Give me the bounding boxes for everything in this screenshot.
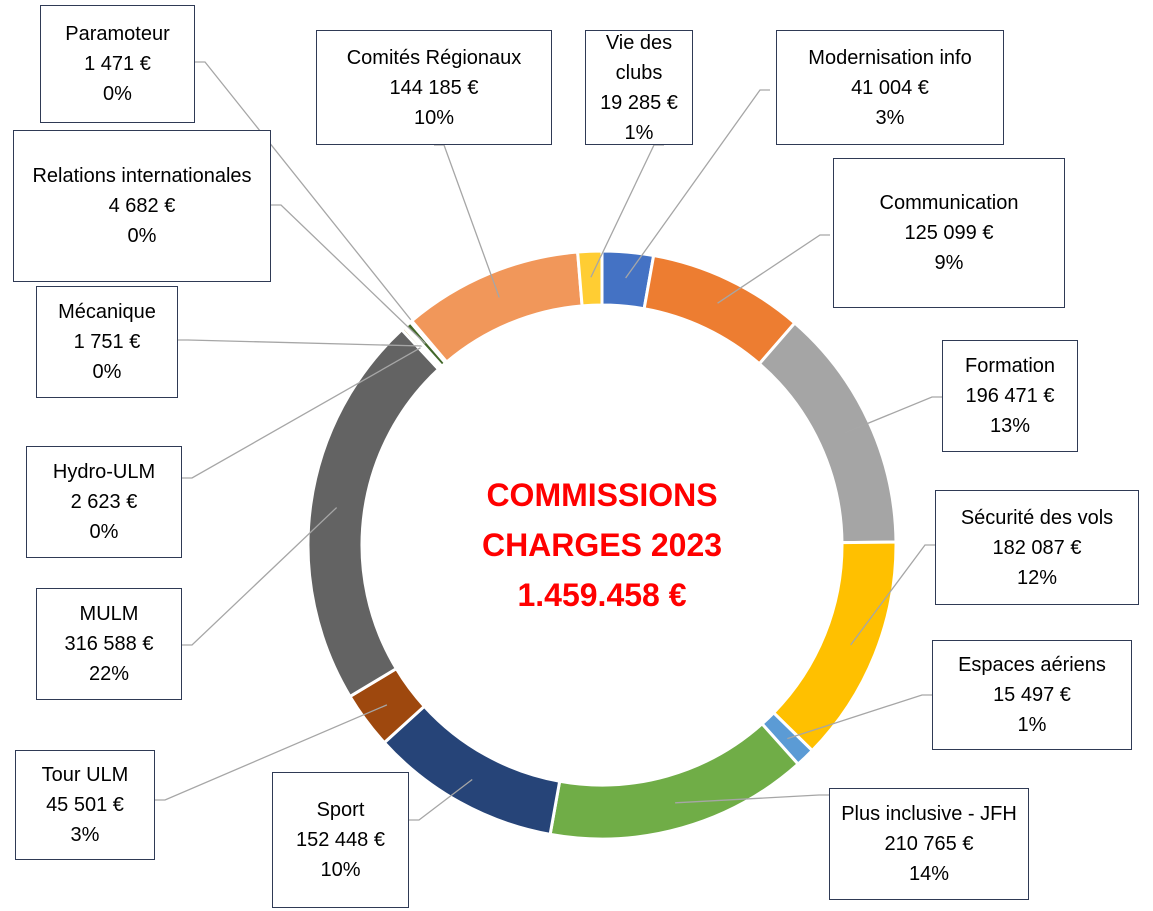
value-label: 210 765 €	[884, 833, 974, 855]
value-label: 15 497 €	[993, 684, 1071, 706]
donut-segment	[382, 704, 562, 837]
title-line: CHARGES 2023	[481, 527, 723, 563]
data-label-box: Plus inclusive - JFH 210 765 € 14%	[829, 788, 1029, 900]
category-label: Relations internationales	[32, 165, 252, 187]
leader-line	[845, 396, 942, 434]
leader-line	[178, 339, 423, 347]
value-label: 182 087 €	[992, 536, 1082, 559]
value-label: 152 448 €	[296, 829, 385, 851]
category-label: Hydro-ULM	[52, 461, 156, 483]
leader-line	[717, 234, 830, 304]
data-label-box: Relations internationales 4 682 € 0%	[13, 130, 271, 282]
percent-label: 3%	[70, 824, 100, 846]
category-label: Paramoteur	[65, 23, 170, 45]
leader-line	[409, 778, 473, 821]
data-label-box: Sport 152 448 € 10%	[272, 772, 409, 908]
data-label-box: Mécanique 1 751 € 0%	[36, 286, 178, 398]
category-label: Vie des clubs	[605, 31, 673, 84]
leader-line	[182, 347, 421, 479]
leader-line	[625, 89, 770, 279]
category-label: Formation	[964, 355, 1056, 377]
data-label-box: Tour ULM 45 501 € 3%	[15, 750, 155, 860]
title-line: COMMISSIONS	[486, 477, 718, 513]
data-label-box: MULM 316 588 € 22%	[36, 588, 182, 700]
leader-line	[155, 704, 388, 801]
percent-label: 0%	[92, 361, 122, 383]
value-label: 4 682 €	[108, 195, 176, 217]
category-label: MULM	[79, 603, 139, 625]
percent-label: 10%	[413, 106, 455, 129]
data-label-box: Paramoteur 1 471 € 0%	[40, 5, 195, 123]
percent-label: 12%	[1016, 566, 1058, 589]
leader-line	[434, 144, 500, 298]
percent-label: 13%	[989, 415, 1031, 437]
leader-line	[850, 544, 935, 646]
leader-line	[271, 204, 426, 345]
value-label: 144 185 €	[389, 76, 479, 99]
data-label-box: Formation 196 471 € 13%	[942, 340, 1078, 452]
data-label-box: Comités Régionaux 144 185 € 10%	[316, 30, 552, 145]
center-title: COMMISSIONS CHARGES 2023 1.459.458 €	[402, 470, 802, 620]
value-label: 2 623 €	[70, 491, 138, 513]
category-label: Sécurité des vols	[960, 506, 1114, 529]
data-label-box: Communication 125 099 € 9%	[833, 158, 1065, 308]
value-label: 41 004 €	[851, 76, 929, 99]
value-label: 1 751 €	[73, 331, 141, 353]
donut-segment	[575, 249, 604, 308]
data-label-box: Sécurité des vols 182 087 € 12%	[935, 490, 1139, 605]
data-label-box: Vie des clubs 19 285 € 1%	[585, 30, 693, 145]
leader-line	[182, 507, 338, 646]
percent-label: 3%	[875, 106, 905, 129]
category-label: Modernisation info	[808, 46, 972, 69]
category-label: Sport	[316, 799, 365, 821]
percent-label: 22%	[88, 663, 130, 685]
category-label: Mécanique	[58, 301, 156, 323]
category-label: Tour ULM	[41, 764, 129, 786]
data-label-box: Espaces aériens 15 497 € 1%	[932, 640, 1132, 750]
value-label: 45 501 €	[46, 794, 124, 816]
percent-label: 9%	[934, 252, 964, 274]
percent-label: 0%	[127, 225, 157, 247]
percent-label: 1%	[624, 121, 654, 144]
leader-line	[787, 694, 932, 740]
leader-line	[195, 61, 429, 342]
value-label: 1 471 €	[84, 53, 151, 75]
leader-line	[590, 144, 664, 278]
leader-line	[675, 794, 829, 804]
data-label-box: Hydro-ULM 2 623 € 0%	[26, 446, 182, 558]
percent-label: 1%	[1017, 714, 1047, 736]
value-label: 19 285 €	[600, 91, 678, 114]
percent-label: 0%	[103, 83, 132, 105]
percent-label: 0%	[89, 521, 119, 543]
data-label-box: Modernisation info 41 004 € 3%	[776, 30, 1004, 145]
category-label: Comités Régionaux	[346, 46, 522, 69]
category-label: Communication	[879, 192, 1019, 214]
donut-segment	[409, 250, 584, 365]
percent-label: 10%	[320, 859, 361, 881]
category-label: Plus inclusive - JFH	[841, 803, 1017, 825]
category-label: Espaces aériens	[958, 654, 1106, 676]
value-label: 125 099 €	[904, 222, 994, 244]
value-label: 316 588 €	[64, 633, 154, 655]
percent-label: 14%	[908, 863, 950, 885]
donut-segment	[548, 721, 801, 841]
title-line: 1.459.458 €	[517, 577, 687, 613]
value-label: 196 471 €	[965, 385, 1055, 407]
